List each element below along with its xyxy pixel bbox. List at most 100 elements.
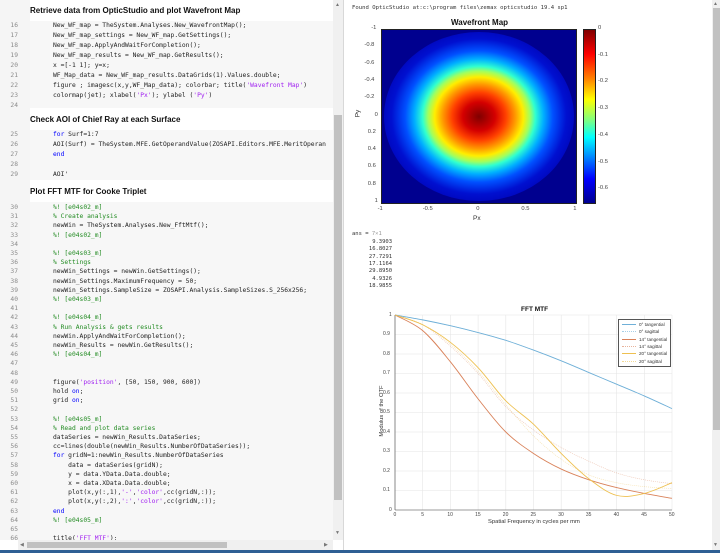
ans-value: 29.8950 bbox=[368, 268, 393, 275]
ans-value: 17.1164 bbox=[368, 260, 393, 267]
code-line[interactable]: dataSeries = newWin_Results.DataSeries; bbox=[53, 433, 201, 443]
line-number: 35 bbox=[10, 250, 18, 257]
editor-vertical-scrollbar[interactable]: ▲ ▼ bbox=[333, 0, 343, 540]
scroll-up-arrow-icon[interactable]: ▲ bbox=[335, 2, 340, 8]
code-line[interactable]: for gridN=1:newWin_Results.NumberOfDataS… bbox=[53, 451, 224, 461]
code-token: newWin_Settings = newWin.GetSettings(); bbox=[53, 268, 201, 276]
code-line[interactable]: x = data.XData.Data.double; bbox=[53, 479, 171, 489]
code-token: y = data.YData.Data.double; bbox=[53, 470, 171, 478]
code-line[interactable]: % Create analysis bbox=[53, 212, 117, 222]
code-block-wavefront[interactable] bbox=[30, 21, 333, 108]
code-line[interactable]: % Settings bbox=[53, 258, 91, 268]
code-token: , bbox=[132, 489, 137, 497]
section-heading-mtf: Plot FFT MTF for Cooke Triplet bbox=[30, 187, 147, 196]
wavefront-ytick: -0.4 bbox=[364, 76, 375, 83]
pane-divider[interactable] bbox=[343, 0, 344, 550]
code-line[interactable]: New_WF_map_results = New_WF_map.GetResul… bbox=[53, 51, 224, 61]
code-line[interactable]: AOI(Surf) = TheSystem.MFE.GetOperandValu… bbox=[53, 140, 326, 150]
code-line[interactable]: figure ; imagesc(x,y,WF_Map_data); color… bbox=[53, 81, 307, 91]
code-line[interactable]: %! [e04s05_m] bbox=[53, 415, 102, 425]
line-number: 53 bbox=[10, 415, 18, 423]
code-line[interactable]: newWin_Settings.SampleSize = ZOSAPI.Anal… bbox=[53, 286, 307, 296]
code-line[interactable]: %! [e04s04_m] bbox=[53, 313, 102, 323]
code-token: ); bbox=[109, 535, 118, 543]
mtf-xtick: 30 bbox=[558, 512, 564, 518]
scroll-left-arrow-icon[interactable]: ◀ bbox=[20, 542, 24, 548]
line-number: 50 bbox=[10, 388, 18, 395]
code-line[interactable]: %! [e04s03_m] bbox=[53, 249, 102, 259]
code-line[interactable]: New_WF_map.ApplyAndWaitForCompletion(); bbox=[53, 41, 201, 51]
code-line[interactable]: x =[-1 1]; y=x; bbox=[53, 61, 110, 71]
line-number: 57 bbox=[10, 452, 18, 460]
code-line[interactable]: newWin_Settings = newWin.GetSettings(); bbox=[53, 267, 201, 277]
code-line[interactable]: grid on; bbox=[53, 396, 83, 406]
code-line[interactable]: % Run Analysis & gets results bbox=[53, 323, 163, 333]
code-line[interactable]: data = dataSeries(gridN); bbox=[53, 461, 163, 471]
code-line[interactable]: newWin = TheSystem.Analyses.New_FftMtf()… bbox=[53, 221, 208, 231]
mtf-xtick: 25 bbox=[530, 512, 537, 518]
code-line[interactable]: cc=lines(double(newWin_Results.NumberOfD… bbox=[53, 442, 250, 452]
code-block-mtf[interactable] bbox=[30, 202, 333, 542]
code-line[interactable]: WF_Map_data = New_WF_map_results.DataGri… bbox=[53, 71, 280, 81]
code-line[interactable]: end bbox=[53, 150, 64, 160]
wavefront-ytick: -0.2 bbox=[364, 94, 375, 101]
legend-swatch bbox=[622, 360, 636, 362]
code-line[interactable]: y = data.YData.Data.double; bbox=[53, 470, 171, 480]
code-line[interactable]: newWin.ApplyAndWaitForCompletion(); bbox=[53, 332, 186, 342]
output-vertical-scrollbar[interactable]: ▲ ▼ bbox=[712, 0, 720, 550]
code-token: x = data.XData.Data.double; bbox=[53, 480, 171, 487]
code-token: %! [e04s04_m] bbox=[53, 351, 103, 359]
code-block-aoi[interactable] bbox=[30, 130, 333, 180]
mtf-legend: 0° tangential 0° sagittal 14° tangential 14… bbox=[618, 319, 671, 367]
code-token: ) bbox=[303, 82, 308, 89]
code-line[interactable]: colormap(jet); xlabel('Px'); ylabel ('Py… bbox=[53, 91, 212, 101]
code-line[interactable]: figure('position', [50, 150, 900, 600]) bbox=[53, 378, 201, 388]
line-number: 29 bbox=[10, 171, 18, 178]
code-line[interactable]: AOI' bbox=[53, 170, 68, 180]
code-token: %! [e04s03_m] bbox=[53, 296, 103, 303]
output-scroll-up-arrow-icon[interactable]: ▲ bbox=[713, 1, 718, 7]
code-line[interactable]: %! [e04s04_m] bbox=[53, 350, 102, 360]
code-line[interactable]: %! [e04s02_m] bbox=[53, 203, 102, 213]
script-editor[interactable]: Retrieve data from OpticStudio and plot … bbox=[0, 0, 343, 550]
line-number: 51 bbox=[10, 397, 18, 405]
scroll-right-arrow-icon[interactable]: ▶ bbox=[324, 542, 328, 548]
code-line[interactable]: %! [e04s05_m] bbox=[53, 516, 102, 526]
mtf-ytick: 0.8 bbox=[383, 350, 390, 357]
ans-value: 4.9326 bbox=[372, 275, 393, 282]
code-line[interactable]: %! [e04s03_m] bbox=[53, 295, 102, 305]
scroll-down-arrow-icon[interactable]: ▼ bbox=[335, 530, 340, 536]
mtf-xtick: 35 bbox=[585, 512, 592, 518]
legend-label: 0° sagittal bbox=[639, 329, 660, 335]
code-line[interactable]: for Surf=1:7 bbox=[53, 130, 99, 140]
code-line[interactable]: plot(x,y(:,2),':','color',cc(gridN,:)); bbox=[53, 497, 216, 507]
line-number: 40 bbox=[10, 296, 18, 303]
mtf-ytick: 0.6 bbox=[383, 389, 390, 396]
code-line[interactable]: %! [e04s02_m] bbox=[53, 231, 102, 241]
editor-horizontal-scrollbar[interactable]: ◀ ▶ bbox=[18, 540, 333, 550]
code-token: for bbox=[53, 131, 65, 138]
mtf-xtick: 40 bbox=[613, 512, 620, 518]
editor-vertical-scroll-thumb[interactable] bbox=[334, 115, 342, 500]
code-line[interactable]: % Read and plot data series bbox=[53, 424, 155, 434]
code-line[interactable]: plot(x,y(:,1),'-','color',cc(gridN,:)); bbox=[53, 488, 216, 498]
code-line[interactable]: newWin_Results = newWin.GetResults(); bbox=[53, 341, 193, 351]
mtf-xtick: 10 bbox=[447, 512, 453, 518]
output-scroll-down-arrow-icon[interactable]: ▼ bbox=[713, 542, 718, 548]
code-line[interactable]: title('FFT MTF'); bbox=[53, 534, 117, 544]
wavefront-colorbar bbox=[583, 29, 596, 204]
code-line[interactable]: New_WF_map = TheSystem.Analyses.New_Wave… bbox=[53, 21, 246, 31]
editor-horizontal-scroll-thumb[interactable] bbox=[27, 542, 227, 548]
code-token: cc=lines(double(newWin_Results.NumberOfD… bbox=[53, 443, 251, 451]
legend-item: 20° tangential bbox=[621, 350, 670, 357]
line-number: 36 bbox=[10, 259, 18, 267]
legend-item: 14° sagittal bbox=[621, 343, 670, 350]
code-line[interactable]: newWin_Settings.MaximumFrequency = 50; bbox=[53, 277, 197, 287]
output-vertical-scroll-thumb[interactable] bbox=[713, 8, 720, 430]
code-line[interactable]: end bbox=[53, 507, 64, 517]
code-token: %! [e04s04_m] bbox=[53, 314, 103, 322]
code-line[interactable]: hold on; bbox=[53, 387, 83, 397]
mtf-ytick: 1 bbox=[389, 311, 392, 318]
code-line[interactable]: New_WF_map_settings = New_WF_map.GetSett… bbox=[53, 31, 231, 41]
mtf-xtick: 50 bbox=[669, 512, 675, 518]
